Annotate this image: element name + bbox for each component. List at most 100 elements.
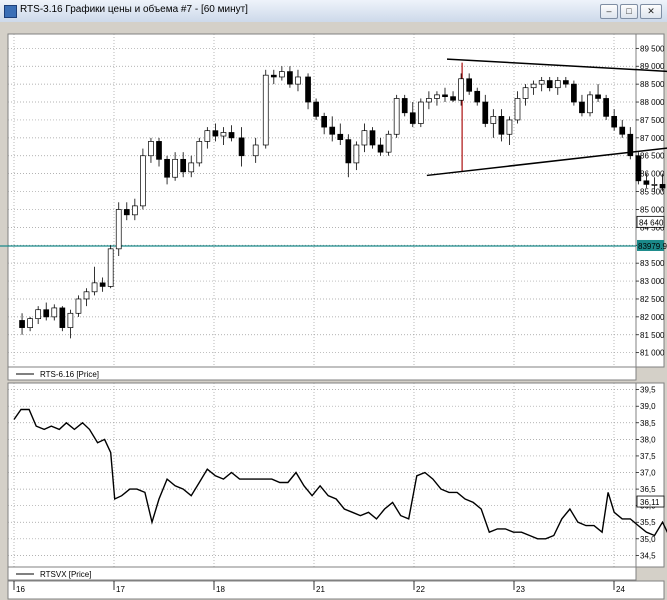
price-tick-label: 88 500 — [640, 80, 665, 89]
candle-body — [538, 80, 545, 85]
candle-body — [140, 155, 146, 207]
candle-body — [442, 94, 448, 98]
candle-body — [91, 282, 98, 293]
candle-body — [514, 98, 521, 121]
candle-body — [458, 78, 464, 101]
price-tick-label: 89 000 — [640, 62, 665, 71]
trendline — [446, 58, 667, 73]
volatility-tick-label: 34,5 — [640, 551, 656, 560]
candle-body — [506, 119, 513, 135]
candle-body — [83, 291, 90, 300]
price-tick-label: 83 500 — [640, 259, 665, 268]
candle-body — [603, 98, 609, 117]
candle-body — [619, 126, 626, 135]
x-tick-label: 21 — [316, 585, 325, 594]
volatility-tick-label: 39,0 — [640, 402, 656, 411]
price-tick-label: 85 500 — [640, 188, 665, 197]
candle-body — [252, 144, 259, 157]
candle-body — [369, 130, 376, 146]
price-tick-label: 88 000 — [640, 98, 665, 107]
candle-body — [361, 130, 368, 146]
volatility-tick-label: 39,5 — [640, 386, 656, 395]
candle-body — [627, 133, 634, 157]
price-tick-label: 82 000 — [640, 313, 665, 322]
candle-body — [321, 116, 328, 128]
candle-body — [377, 144, 384, 153]
price-tick-label: 82 500 — [640, 295, 665, 304]
x-tick-label: 16 — [16, 585, 25, 594]
x-tick-label: 18 — [216, 585, 225, 594]
candle-body — [426, 98, 432, 103]
candle-body — [295, 76, 301, 85]
candle-body — [450, 96, 456, 101]
trendline — [426, 147, 667, 177]
level-price-label: 83979.9 — [638, 242, 667, 251]
candle-body — [579, 101, 585, 114]
candle-body — [270, 74, 277, 78]
candle-body — [417, 101, 424, 124]
candle-body — [35, 309, 42, 320]
candle-body — [651, 184, 658, 186]
candle-body — [107, 248, 114, 287]
candle-body — [228, 132, 235, 139]
candle-body — [434, 94, 440, 99]
volatility-tick-label: 37,5 — [640, 452, 656, 461]
price-tick-label: 83 000 — [640, 277, 665, 286]
candle-body — [313, 101, 319, 117]
candle-body — [546, 80, 553, 89]
candle-body — [164, 158, 170, 178]
price-tick-label: 81 500 — [640, 331, 665, 340]
price-axis-background — [635, 33, 665, 368]
x-tick-label: 23 — [516, 585, 525, 594]
candle-body — [43, 309, 50, 318]
candle-body — [595, 94, 601, 99]
candle-body — [287, 71, 293, 85]
price-tick-label: 81 000 — [640, 349, 665, 358]
candle-body — [148, 141, 154, 157]
price-tick-label: 86 000 — [640, 170, 665, 179]
price-tick-label: 87 000 — [640, 134, 665, 143]
candle-body — [123, 209, 130, 216]
window-title: RTS-3.16 Графики цены и объема #7 - [60 … — [20, 4, 248, 15]
candle-body — [554, 80, 561, 89]
x-axis-background — [7, 580, 665, 600]
window-titlebar: RTS-3.16 Графики цены и объема #7 - [60 … — [0, 0, 667, 23]
price-tick-label: 85 000 — [640, 205, 665, 214]
candle-body — [587, 94, 593, 114]
volatility-tick-label: 36,5 — [640, 485, 656, 494]
maximize-button[interactable]: □ — [620, 4, 638, 19]
candle-body — [262, 74, 269, 146]
x-tick-label: 24 — [616, 585, 625, 594]
volatility-tick-label: 37,0 — [640, 469, 656, 478]
candle-body — [498, 116, 505, 135]
candle-body — [401, 98, 408, 114]
x-tick-label: 17 — [116, 585, 125, 594]
candle-body — [59, 307, 66, 328]
candle-body — [530, 83, 537, 89]
candle-body — [522, 87, 529, 99]
last-value-box — [636, 495, 665, 508]
candle-body — [172, 158, 178, 178]
level-price-box — [637, 239, 664, 251]
rtsvx-series-line — [13, 408, 667, 540]
close-button[interactable]: ✕ — [640, 4, 662, 19]
candle-body — [571, 83, 577, 103]
candle-body — [196, 141, 203, 164]
volatility-chart-pane[interactable]: 34,535,035,536,036,537,037,538,038,539,0… — [7, 382, 667, 581]
price-tick-label: 87 500 — [640, 116, 665, 125]
candle-body — [27, 318, 33, 328]
price-tick-label: 89 500 — [640, 44, 665, 53]
minimize-button[interactable]: – — [600, 4, 618, 19]
candle-body — [99, 282, 106, 287]
volatility-tick-label: 35,5 — [640, 518, 656, 527]
candle-body — [279, 71, 285, 78]
volatility-legend-bar — [7, 566, 637, 581]
candle-body — [75, 298, 82, 314]
last-value-label: 36,11 — [640, 498, 660, 507]
price-legend-bar — [7, 366, 637, 381]
candle-body — [188, 162, 195, 173]
candle-body — [212, 130, 219, 137]
candle-body — [659, 184, 666, 189]
